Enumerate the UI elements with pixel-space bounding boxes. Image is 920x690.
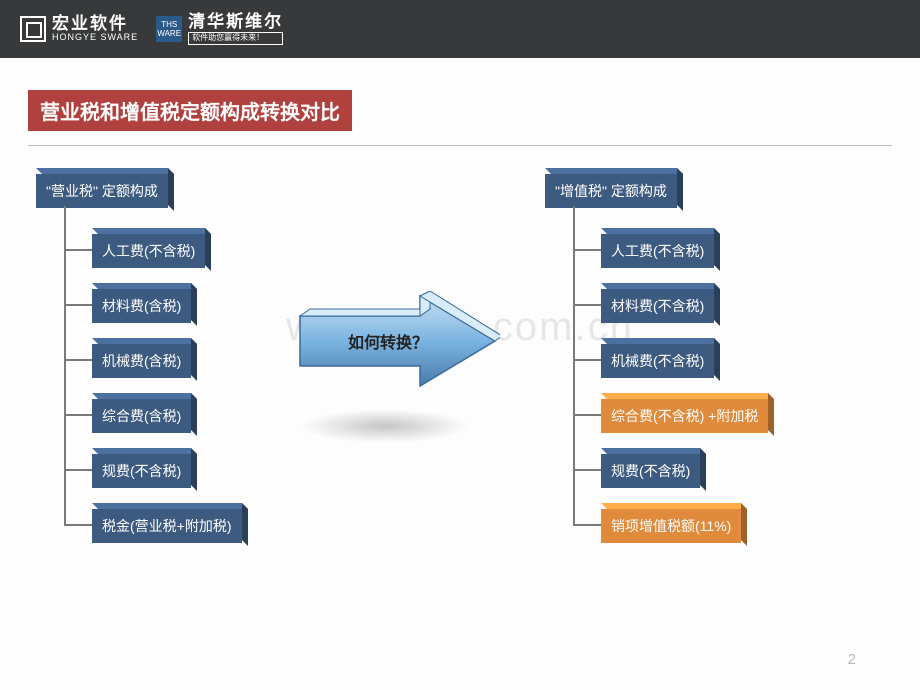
logo1-main: 宏业软件 (52, 15, 138, 34)
branch-h (573, 414, 601, 416)
branch-h (64, 469, 92, 471)
title-wrap: 营业税和增值税定额构成转换对比 (28, 90, 920, 131)
logo2-sub: 软件助您赢得未来！ (188, 32, 283, 45)
tree-item: 机械费(不含税) (601, 344, 714, 378)
logo2-main: 清华斯维尔 (188, 13, 283, 32)
branch-h (64, 524, 92, 526)
branch-h (573, 249, 601, 251)
tree-item: 规费(不含税) (601, 454, 700, 488)
tree-item: 规费(不含税) (92, 454, 191, 488)
logo-tsinghua: THS WARE 清华斯维尔 软件助您赢得未来！ (156, 13, 283, 45)
arrow-shadow (300, 409, 470, 443)
tree-item: 人工费(不含税) (92, 234, 205, 268)
logo1-sub: HONGYE SWARE (52, 33, 138, 43)
logo-hongye: 宏业软件 HONGYE SWARE (20, 15, 138, 44)
arrow: 如何转换？ (290, 291, 500, 391)
thsware-icon: THS WARE (156, 16, 182, 42)
tree-item: 材料费(含税) (92, 289, 191, 323)
tree-item: 税金(营业税+附加税) (92, 509, 242, 543)
branch-h (64, 359, 92, 361)
branch-h (64, 304, 92, 306)
branch-h (64, 249, 92, 251)
arrow-label: 如何转换？ (348, 329, 428, 353)
branch-h (573, 524, 601, 526)
header: 宏业软件 HONGYE SWARE THS WARE 清华斯维尔 软件助您赢得未… (0, 0, 920, 58)
tree-root: "增值税" 定额构成 (545, 174, 677, 208)
hongye-icon (20, 16, 46, 42)
tree-item: 销项增值税额(11%) (601, 509, 741, 543)
page-title: 营业税和增值税定额构成转换对比 (28, 90, 352, 131)
page-number: 2 (848, 651, 856, 668)
branch-v (573, 206, 575, 524)
branch-v (64, 206, 66, 524)
branch-h (573, 304, 601, 306)
tree-item: 机械费(含税) (92, 344, 191, 378)
branch-h (64, 414, 92, 416)
tree-item: 人工费(不含税) (601, 234, 714, 268)
content: "营业税" 定额构成人工费(不含税) 材料费(含税) 机械费(含税) 综合费(含税) 规… (0, 146, 920, 686)
tree-root: "营业税" 定额构成 (36, 174, 168, 208)
branch-h (573, 469, 601, 471)
tree-item: 综合费(含税) (92, 399, 191, 433)
tree-item: 综合费(不含税) +附加税 (601, 399, 768, 433)
tree-item: 材料费(不含税) (601, 289, 714, 323)
branch-h (573, 359, 601, 361)
